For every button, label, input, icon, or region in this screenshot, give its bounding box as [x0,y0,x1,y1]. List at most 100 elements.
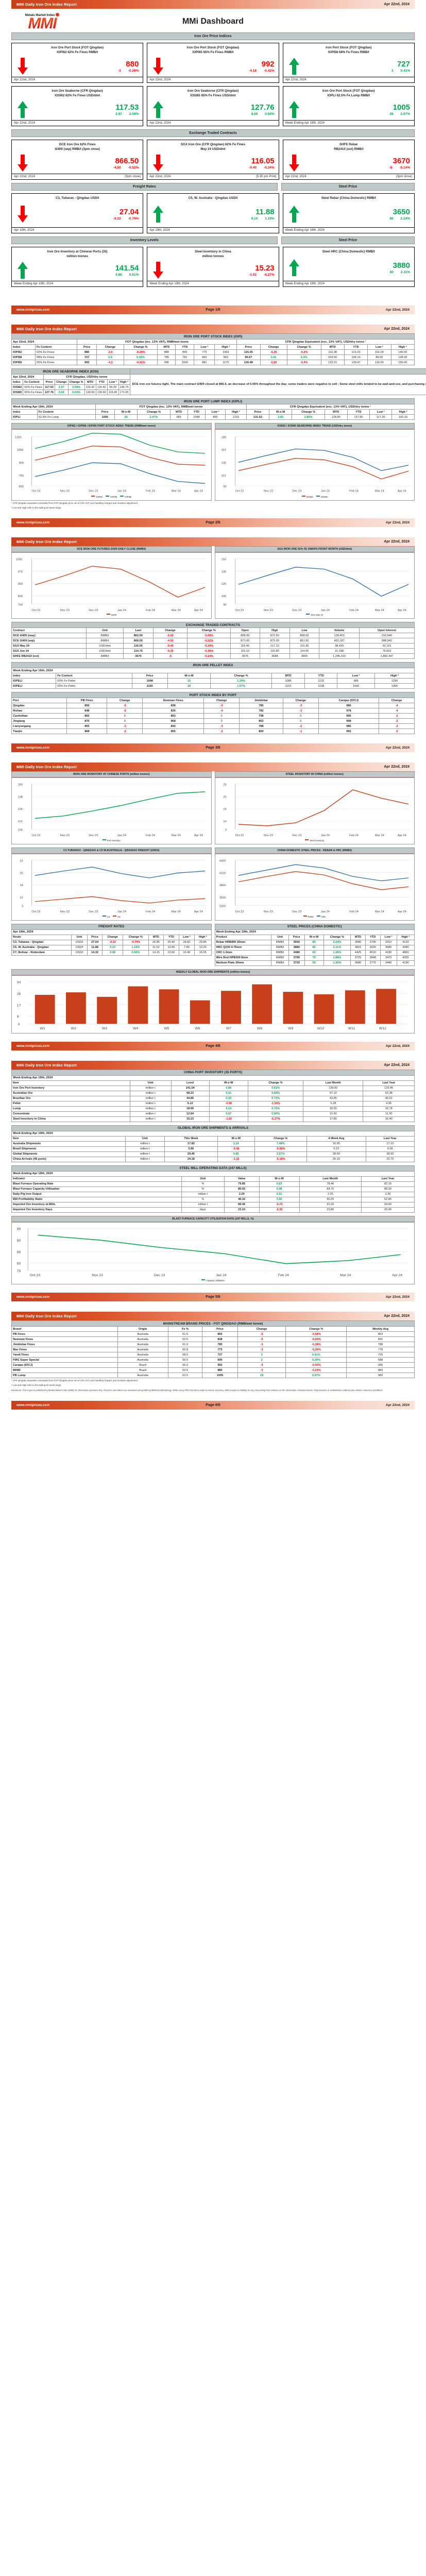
report-header-bar: MMi Daily Iron Ore Index Report Apr 22nd… [11,0,415,9]
cell: 1005 [95,414,115,420]
iopi-col-4: Change % [123,344,158,350]
site-link[interactable]: www.mmiprices.com [16,308,50,312]
cell: 104.50 [320,354,345,360]
dashboard-card-row-1: Iron Ore Port Stock (FOT Qingdao) IOPI62 … [11,43,415,83]
cell: 782 [239,708,283,714]
iopi-group-row: Apr 22nd, 2024 FOT Qingdao (inc. 13% VAT… [11,339,415,345]
site-link[interactable]: www.mmiprices.com [16,1295,50,1299]
cell: 23.80 [299,1207,362,1213]
cell: 0.41 [260,354,287,360]
cell: 26.85 [148,939,164,945]
futures-col-8: Volume [319,628,360,634]
footer-date: Apr 22nd, 2024 [385,746,410,750]
futures-table: EXCHANGE TRADED CONTRACTS Contract Unit … [11,622,415,659]
cell: 985 [318,723,380,730]
cell: -2 [379,713,415,719]
cell: IOPELI [11,678,57,684]
site-link[interactable]: www.mmiprices.com [16,1044,50,1048]
cell: 875.00 [260,638,290,644]
svg-text:90: 90 [17,1239,21,1243]
freight-banner-label: FREIGHT RATES [11,923,212,930]
card-change-pct: 0.41% [400,69,410,73]
cell: 4860 [396,950,415,956]
cell: 6.05 [365,1146,415,1152]
table-row: Newman Fines Australia 62.5 838 -5 -0.59% 841 [11,1336,415,1343]
table-row: Blast Furnace Capacity Utilisation% 85.92… [11,1186,415,1192]
disclaimer: Disclaimer: This report is published by … [11,1388,383,1392]
site-link[interactable]: www.mmiprices.com [16,520,50,524]
section-header-iron-ore-price-indices: Iron Ore Price Indices [11,32,415,40]
iosi-banner-row: IRON ORE SEABORNE INDEX (IOSI) MARKET CO… [11,368,426,375]
cell: 78.40 [299,1181,362,1187]
site-link[interactable]: www.mmiprices.com [16,1403,50,1407]
page-number: Page 2/6 [206,520,220,524]
cell: million t [129,1090,172,1096]
cell: -0.34% [187,643,231,649]
inventory-date-label: Week Ending Apr 19th, 2024 [11,1075,415,1081]
table-row: Rizhao 848 -5 835 -4 782 -3 978 -4 [11,708,415,714]
svg-text:12: 12 [20,896,23,900]
footnote-1: ¹ CFR Qingdao equivalent calculated from… [11,502,139,505]
card-numbers: 141.54 0.86 0.61% [29,264,139,277]
cell: Australia [117,1357,168,1363]
card-body: 116.05 -0.40 -0.34% [147,153,278,174]
card-title: Iron Ore Seaborne (CFR Qingdao) IOSI65 65… [147,87,278,99]
cell: Newman Fines [11,1336,118,1343]
card-change-pct: 2.97% [400,112,410,116]
card-numbers: 1005 29 2.97% [301,103,410,116]
site-link[interactable]: www.mmiprices.com [16,746,50,750]
pellet-col-2: Price [131,673,168,679]
brands-table: MAINSTREAM BRAND PRICES - FOT QINGDAO (R… [11,1320,415,1379]
legend-item: C5 [113,915,121,918]
cell: -0.58% [285,1331,347,1337]
cell: 11.30 [363,1111,415,1117]
card-deltas: 80 2.24% [301,217,410,221]
cell: 4280 [396,944,415,951]
svg-text:Feb 24: Feb 24 [349,608,359,612]
svg-text:Apr 24: Apr 24 [194,834,203,837]
svg-text:W4: W4 [133,1027,138,1030]
dashboard-card: Steel Rebar (China Domestic) RMB/t 3650 … [282,193,415,233]
page-2-index-tables: MMi Daily Iron Ore Index Report Apr 22nd… [0,325,426,530]
cell: 0.61% [248,1085,304,1091]
cell: -0.42% [123,360,158,365]
card-title: Iron Port Stock (FOT Qingdao) IOPI58 58% … [283,43,414,56]
svg-text:Dec 23: Dec 23 [292,490,301,493]
cell: Concentrate [11,1111,130,1117]
shipments-chart-wrap: WEEKLY GLOBAL IRON ORE SHIPMENTS (millio… [11,969,415,1033]
card-numbers: 3650 80 2.24% [301,208,410,221]
cell: -4 [203,708,240,714]
cell: 0.56% [122,950,149,956]
cell: 985 [337,678,375,684]
cell: 868 [66,728,108,735]
cell: 130.60 [95,389,108,395]
cell: USD/t [71,950,88,956]
cell: -0.56 [260,360,287,365]
svg-text:18: 18 [20,884,23,887]
futures-col-6: High [260,628,290,634]
svg-text:34: 34 [17,980,21,984]
card-title-line2: RB2410 (oct) RMB/t [334,147,364,151]
cell: -2 [379,728,415,735]
cell: 28.92 [365,1151,415,1157]
cell: 842 [142,723,205,730]
cell: 983 [346,1372,415,1379]
steel-banner: STEEL PRICES (CHINA DOMESTIC) [214,923,415,930]
card-footer: Week Ending Apr 19th, 2024 [283,281,414,286]
card-deltas: 3 0.41% [301,69,410,73]
dashboard-card: Iron Ore Seaborne (CFR Qingdao) IOSI65 65… [147,86,279,126]
cell: 116.42 [84,384,96,390]
svg-text:Apr 24: Apr 24 [397,834,406,837]
cell: -0.30 [259,1207,300,1213]
cell: 2 [237,1357,286,1363]
cell: 992 [202,1362,238,1368]
cell: 3775 [365,960,381,966]
cell: million t [129,1116,172,1122]
card-footer-left: Apr 19th, 2024 [149,229,170,232]
cell: RMB/t [271,944,289,951]
svg-text:80: 80 [17,1262,21,1265]
iopi-banner: IRON ORE PORT STOCK INDEX (IOPI) [11,333,415,340]
svg-text:4400: 4400 [219,859,226,862]
steel-col-5: MTD [350,934,366,940]
svg-text:25: 25 [20,872,23,875]
